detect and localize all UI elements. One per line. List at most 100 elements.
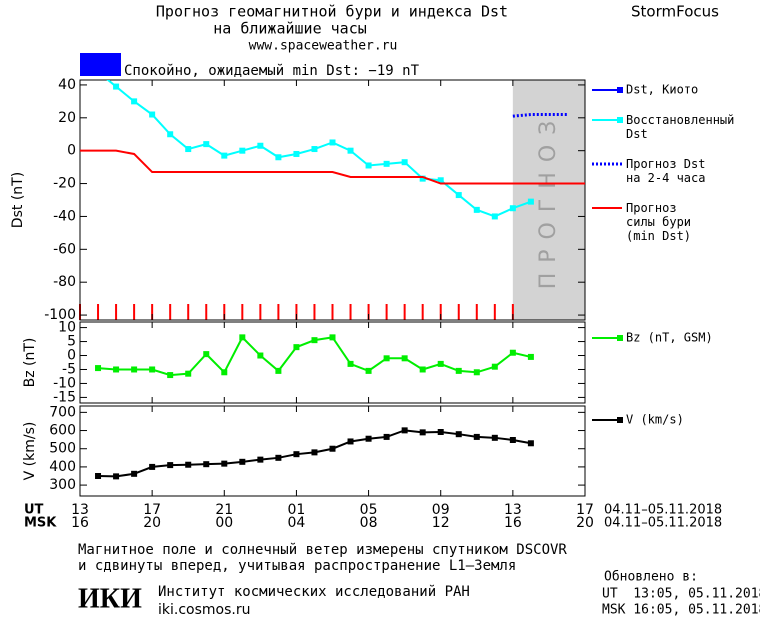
note: и сдвинуты вперед, учитывая распростране… — [78, 558, 516, 574]
point — [491, 363, 498, 370]
point — [221, 152, 228, 159]
point — [365, 367, 372, 374]
point — [365, 162, 372, 169]
legend-marker — [617, 335, 623, 341]
point — [509, 349, 516, 356]
status-box — [80, 53, 121, 76]
point — [275, 367, 282, 374]
forecast-label: ПРОГНОЗ — [536, 111, 561, 290]
point — [347, 147, 354, 154]
x-tick-label: 00 — [215, 515, 233, 531]
point — [419, 175, 426, 182]
point — [473, 206, 480, 213]
point — [383, 160, 390, 167]
y-tick-label: 600 — [49, 423, 76, 439]
point — [293, 451, 300, 458]
point — [221, 460, 228, 467]
x-tick-label: 13 — [504, 502, 522, 518]
y-tick-label: -100 — [44, 307, 76, 323]
point — [419, 429, 426, 436]
x-tick-label: 20 — [143, 515, 161, 531]
point — [113, 473, 120, 480]
x-tick-label: 09 — [432, 502, 450, 518]
x-tick-label: 20 — [576, 515, 594, 531]
x-tick-label: 04 — [288, 515, 306, 531]
institute: Институт космических исследований РАН — [158, 584, 470, 600]
x-row-label: MSK — [24, 516, 57, 531]
legend-label: Bz (nT, GSM) — [626, 331, 713, 345]
updated-msk: MSK 16:05, 05.11.2018 — [602, 603, 760, 618]
point — [257, 352, 264, 359]
x-tick-label: 17 — [576, 502, 594, 518]
point — [131, 98, 138, 105]
point — [239, 334, 246, 341]
y-axis-label: Dst (nT) — [10, 172, 26, 228]
y-tick-label: -60 — [53, 241, 76, 257]
note: Магнитное поле и солнечный ветер измерен… — [78, 542, 567, 558]
point — [221, 369, 228, 376]
y-axis-label: V (km/s) — [22, 422, 38, 481]
point — [257, 142, 264, 149]
y-tick-label: 700 — [49, 404, 76, 420]
y-tick-label: -80 — [53, 274, 76, 290]
point — [401, 427, 408, 434]
point — [455, 431, 462, 438]
point — [311, 146, 318, 153]
x-tick-label: 17 — [143, 502, 161, 518]
site: iki.cosmos.ru — [158, 602, 250, 618]
x-tick-label: 21 — [215, 502, 233, 518]
point — [113, 83, 120, 90]
point — [509, 437, 516, 443]
point — [131, 470, 138, 477]
legend-label: Восстановленный Dst — [626, 113, 734, 141]
updated-label: Обновлено в: — [604, 570, 698, 585]
point — [203, 141, 210, 148]
legend-marker — [617, 417, 623, 423]
point — [383, 433, 390, 440]
x-tick-label: 08 — [360, 515, 378, 531]
legend-marker — [617, 87, 623, 93]
point — [95, 473, 102, 479]
plot-area — [95, 334, 534, 379]
point — [401, 159, 408, 166]
plot-frame — [79, 321, 586, 404]
y-tick-label: 0 — [67, 348, 76, 364]
y-tick-label: 5 — [67, 334, 76, 350]
point — [329, 445, 336, 452]
y-tick-label: 40 — [58, 77, 76, 93]
point — [203, 461, 210, 468]
point — [347, 360, 354, 367]
x-tick-label: 16 — [504, 515, 522, 531]
point — [203, 351, 210, 358]
series-line — [512, 113, 567, 118]
updated-ut: UT 13:05, 05.11.2018 — [602, 587, 760, 602]
point — [239, 147, 246, 154]
point — [239, 458, 246, 465]
title: Прогноз геомагнитной бури и индекса Dst — [156, 3, 508, 21]
point — [509, 205, 516, 212]
point — [491, 213, 498, 220]
point — [167, 131, 174, 138]
x-tick-label: 13 — [71, 502, 89, 518]
y-tick-label: -5 — [62, 361, 76, 377]
point — [455, 192, 462, 199]
point — [437, 360, 444, 367]
y-tick-label: 0 — [67, 143, 76, 159]
subtitle: на ближайшие часы — [213, 20, 367, 38]
legend-label: V (km/s) — [626, 413, 684, 427]
forecast-region — [512, 80, 585, 320]
legend-marker — [617, 117, 623, 123]
point — [311, 337, 318, 344]
point — [527, 440, 534, 447]
point — [311, 449, 318, 456]
point — [365, 435, 372, 442]
point — [329, 139, 336, 146]
y-axis-label: Bz (nT) — [22, 338, 38, 388]
y-tick-label: 400 — [49, 459, 76, 475]
x-tick-label: 05 — [360, 502, 378, 518]
point — [185, 461, 192, 468]
legend-label: Dst, Киото — [626, 83, 698, 97]
series-line — [106, 80, 532, 218]
y-tick-label: 20 — [58, 110, 76, 126]
